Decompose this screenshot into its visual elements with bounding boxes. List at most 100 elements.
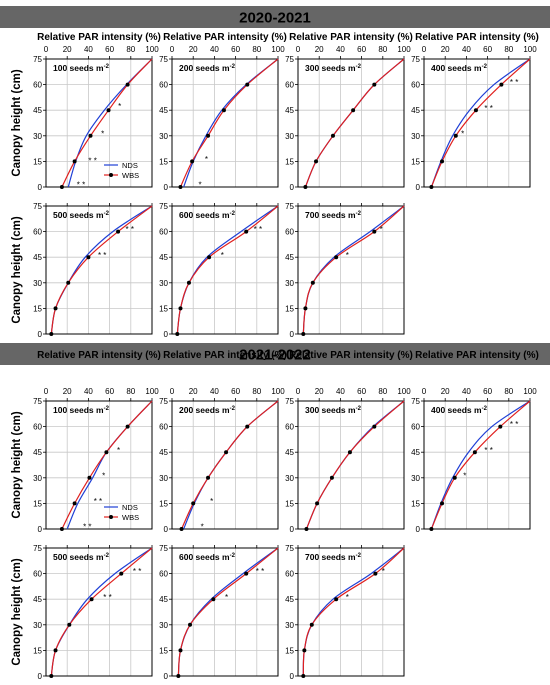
data-point-WBS [440,501,445,506]
significance-mark: * * [103,593,111,602]
y-tick-label: 30 [159,279,168,288]
data-point-WBS [186,280,191,285]
plot-frame [45,58,153,188]
x-tick-label: 40 [462,387,471,396]
x-tick-label: 0 [44,387,49,396]
data-point-WBS [188,622,193,627]
data-point-WBS [206,475,211,480]
density-exponent: -2 [104,211,110,217]
x-tick-label: 80 [126,387,135,396]
plot-area [46,206,152,334]
density-exponent: -2 [230,553,236,559]
plot-area [424,59,530,187]
density-text: 100 seeds m [53,405,104,415]
panel-500: 0 15 30 45 60 75 500 seeds m-2 * * * * [33,544,153,681]
plot-frame [297,58,405,188]
data-point-WBS [190,159,195,164]
y-tick-label: 0 [164,525,169,534]
series-line-WBS [304,58,405,188]
density-exponent: -2 [104,64,110,70]
x-tick-label: 20 [63,387,72,396]
data-point-WBS [191,501,196,506]
significance-mark: * * [88,157,96,166]
data-point-WBS [59,527,64,531]
plot-area [172,548,278,676]
significance-mark: * * [77,181,85,190]
y-tick-label: 45 [159,253,168,262]
y-tick-label: 30 [285,621,294,630]
x-tick-label: 0 [170,45,175,54]
y-tick-label: 30 [159,474,168,483]
plot-frame [171,205,279,335]
series-line-WBS [176,205,279,335]
series-line-WBS [61,400,153,530]
series-line-NDS [67,58,153,188]
density-exponent: -2 [104,553,110,559]
y-axis-label: Canopy height (cm) [11,558,23,666]
data-point-WBS [373,571,378,576]
y-tick-label: 15 [159,646,168,655]
y-tick-label: 15 [33,157,42,166]
x-tick-label: 20 [189,45,198,54]
y-tick-label: 45 [159,106,168,115]
y-tick-label: 15 [33,499,42,508]
density-label: 200 seeds m-2 [179,405,236,415]
density-exponent: -2 [230,406,236,412]
y-tick-label: 30 [33,474,42,483]
y-tick-label: 45 [33,595,42,604]
data-point-WBS [245,424,250,429]
x-tick-label: 40 [84,387,93,396]
plot-area [172,206,278,334]
y-tick-label: 30 [285,279,294,288]
significance-mark: * [210,497,213,506]
density-label: 300 seeds m-2 [305,405,362,415]
data-point-WBS [453,133,458,138]
x-tick-label: 80 [504,387,513,396]
x-tick-label: 60 [105,45,114,54]
x-tick-label: 100 [145,387,159,396]
significance-mark: * [117,446,120,455]
significance-mark: * [221,251,224,260]
data-point-WBS [67,622,72,627]
y-tick-label: 45 [159,595,168,604]
data-point-WBS [351,108,356,113]
data-point-WBS [244,229,249,234]
data-point-WBS [89,597,94,602]
density-label: 700 seeds m-2 [305,552,362,562]
data-point-WBS [302,648,307,653]
significance-mark: * [382,567,385,576]
y-tick-label: 75 [159,55,168,64]
y-tick-label: 30 [33,621,42,630]
significance-mark: * * [484,446,492,455]
panel-700: 0 15 30 45 60 75 700 seeds m-2 * * [285,544,405,681]
density-label: 400 seeds m-2 [431,405,488,415]
data-point-WBS [310,280,315,285]
legend-label-nds: NDS [122,161,138,170]
data-point-WBS [303,306,308,311]
density-exponent: -2 [356,64,362,70]
plot-area [424,401,530,529]
x-tick-label: 80 [252,45,261,54]
y-tick-label: 30 [285,474,294,483]
x-tick-label: 0 [170,387,175,396]
density-label: 100 seeds m-2 [53,63,110,73]
data-point-WBS [119,571,124,576]
data-point-WBS [178,306,183,311]
density-label: 700 seeds m-2 [305,210,362,220]
significance-mark: * * [94,497,102,506]
density-label: 200 seeds m-2 [179,63,236,73]
x-tick-label: 0 [422,45,427,54]
series-line-NDS [430,58,531,188]
data-point-WBS [372,82,377,87]
y-tick-label: 0 [290,183,295,192]
y-tick-label: 60 [285,570,294,579]
plot-area [298,59,404,187]
season-block-2020-2021: 2020-2021 Relative PAR intensity (%) 0 20 40… [0,6,550,339]
x-axis-label: Relative PAR intensity (%) [37,32,161,43]
legend-marker-wbs [109,515,113,519]
y-tick-label: 45 [411,448,420,457]
data-point-WBS [178,648,183,653]
significance-mark: * [102,471,105,480]
